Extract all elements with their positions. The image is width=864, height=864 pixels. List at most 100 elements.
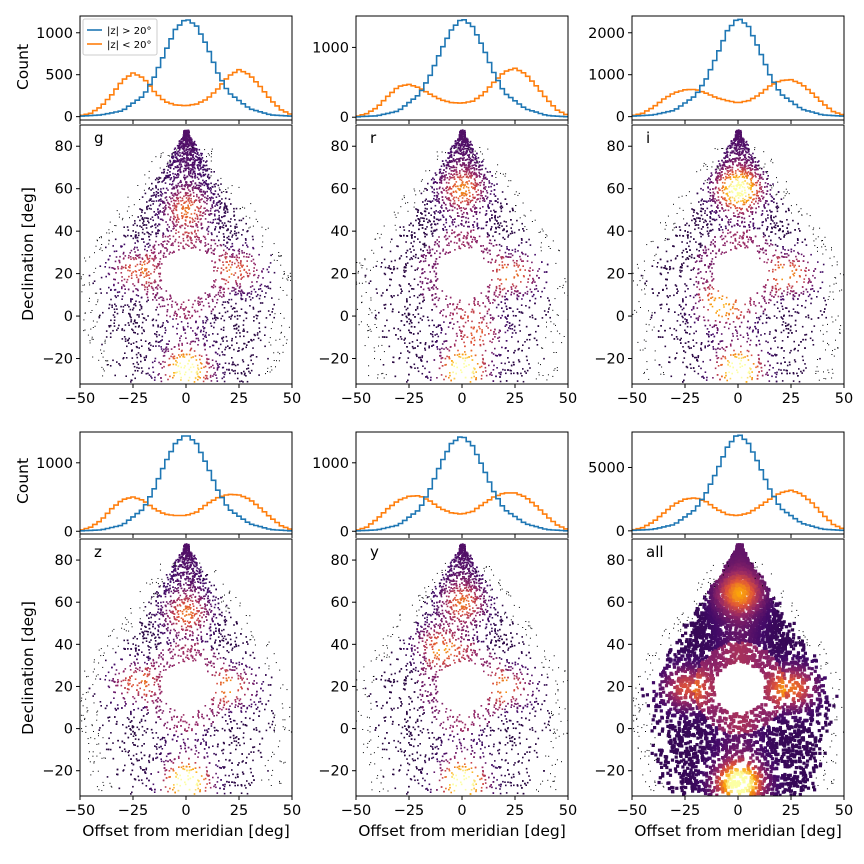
density-point bbox=[480, 189, 482, 192]
density-point bbox=[210, 196, 213, 199]
density-point bbox=[420, 192, 423, 195]
density-point bbox=[183, 157, 186, 160]
density-point bbox=[226, 241, 228, 244]
density-point bbox=[442, 314, 444, 317]
density-point bbox=[257, 293, 259, 296]
density-point bbox=[181, 197, 184, 200]
density-point bbox=[437, 263, 439, 265]
density-point bbox=[206, 168, 209, 170]
density-point bbox=[430, 333, 432, 335]
density-point bbox=[130, 343, 132, 345]
density-point bbox=[185, 207, 188, 209]
density-point bbox=[192, 166, 194, 168]
density-point bbox=[155, 286, 158, 288]
density-outlier bbox=[91, 336, 93, 338]
density-outlier bbox=[286, 278, 288, 280]
density-point bbox=[523, 230, 525, 232]
density-point bbox=[183, 309, 185, 312]
density-point bbox=[210, 213, 213, 215]
density-point bbox=[235, 266, 238, 269]
density-point bbox=[120, 272, 123, 274]
density-point bbox=[214, 226, 217, 228]
density-point bbox=[177, 323, 179, 325]
density-point bbox=[407, 350, 409, 352]
density-point bbox=[448, 187, 451, 190]
density-point bbox=[468, 166, 470, 168]
density-point bbox=[226, 209, 229, 211]
density-point bbox=[156, 225, 159, 227]
density-point bbox=[227, 228, 229, 230]
density-point bbox=[184, 365, 186, 367]
density-outlier bbox=[211, 148, 213, 150]
density-point bbox=[434, 334, 437, 336]
density-point bbox=[457, 197, 460, 200]
density-point bbox=[123, 226, 125, 228]
density-point bbox=[198, 214, 201, 217]
density-point bbox=[431, 286, 434, 288]
density-point bbox=[118, 324, 120, 327]
density-point bbox=[424, 199, 427, 202]
density-point bbox=[177, 182, 180, 185]
hist-line-high-lat bbox=[356, 19, 568, 118]
density-point bbox=[434, 252, 436, 255]
density-point bbox=[187, 235, 189, 237]
density-point bbox=[264, 345, 266, 348]
density-point bbox=[484, 176, 487, 179]
density-point bbox=[470, 246, 473, 249]
density-point bbox=[473, 161, 476, 164]
density-point bbox=[492, 333, 495, 335]
density-point bbox=[417, 267, 419, 269]
density-point bbox=[238, 248, 241, 251]
density-point bbox=[444, 226, 446, 228]
density-point bbox=[458, 237, 461, 240]
density-point bbox=[205, 164, 208, 167]
density-point bbox=[481, 195, 483, 197]
density-point bbox=[114, 278, 116, 281]
density-point bbox=[184, 371, 187, 374]
density-point bbox=[185, 140, 188, 143]
density-point bbox=[196, 364, 199, 367]
density-point bbox=[246, 292, 249, 295]
density-outlier bbox=[133, 204, 135, 206]
density-point bbox=[185, 197, 188, 199]
density-point bbox=[220, 267, 223, 269]
density-point bbox=[152, 371, 155, 373]
density-point bbox=[267, 287, 270, 289]
density-point bbox=[195, 213, 198, 216]
density-point bbox=[447, 326, 450, 328]
density-point bbox=[180, 366, 182, 369]
density-point bbox=[521, 312, 524, 314]
density-outlier bbox=[80, 278, 82, 280]
density-point bbox=[231, 308, 234, 310]
density-point bbox=[231, 290, 233, 292]
density-outlier bbox=[159, 167, 161, 169]
density-point bbox=[139, 225, 141, 227]
density-point bbox=[189, 349, 192, 352]
density-point bbox=[145, 224, 148, 226]
density-point bbox=[157, 325, 159, 328]
density-point bbox=[235, 258, 238, 261]
density-point bbox=[160, 380, 163, 383]
density-point bbox=[184, 146, 186, 148]
density-point bbox=[184, 145, 187, 147]
density-point bbox=[220, 317, 222, 320]
density-point bbox=[424, 367, 426, 370]
density-point bbox=[199, 201, 201, 203]
density-point bbox=[159, 218, 162, 221]
density-point bbox=[181, 185, 183, 187]
density-point bbox=[200, 308, 203, 311]
density-point bbox=[113, 319, 116, 322]
density-point bbox=[535, 330, 537, 333]
density-point bbox=[241, 291, 244, 293]
density-point bbox=[180, 200, 182, 202]
density-point bbox=[471, 238, 474, 241]
density-point bbox=[188, 136, 191, 139]
density-point bbox=[214, 210, 216, 212]
density-point bbox=[178, 348, 180, 350]
density-point bbox=[404, 275, 406, 278]
density-point bbox=[187, 162, 190, 165]
density-point bbox=[426, 208, 428, 210]
density-point bbox=[188, 147, 191, 150]
density-point bbox=[136, 370, 139, 372]
density-point bbox=[220, 328, 223, 331]
